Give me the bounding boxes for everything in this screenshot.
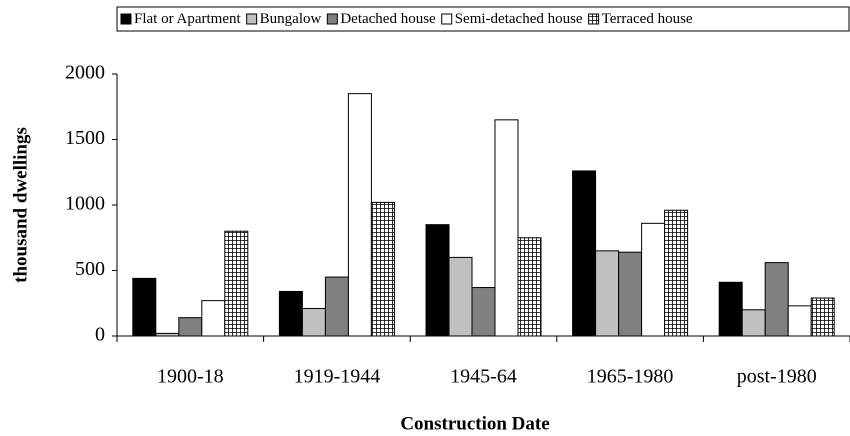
bar bbox=[471, 287, 496, 337]
legend-label: Terraced house bbox=[602, 11, 693, 27]
x-tick-label: post-1980 bbox=[737, 366, 817, 388]
bar bbox=[641, 222, 666, 337]
legend-label: Detached house bbox=[340, 11, 436, 27]
y-axis-title: thousand dwellings bbox=[10, 127, 31, 283]
bar bbox=[618, 251, 643, 337]
legend-swatch bbox=[588, 13, 600, 25]
y-tick-label: 2000 bbox=[65, 62, 105, 84]
bar bbox=[448, 256, 473, 337]
bar bbox=[595, 250, 620, 337]
bar bbox=[155, 332, 180, 337]
bar bbox=[278, 290, 303, 337]
bar bbox=[517, 237, 542, 337]
legend-label: Semi-detached house bbox=[455, 11, 583, 27]
legend-box bbox=[116, 6, 850, 32]
x-tick-label: 1919-1944 bbox=[294, 366, 381, 388]
bar bbox=[787, 305, 812, 337]
legend-swatch bbox=[120, 13, 132, 25]
bar bbox=[741, 309, 766, 337]
bar bbox=[201, 300, 226, 337]
legend-label: Flat or Apartment bbox=[134, 11, 241, 27]
bar bbox=[347, 93, 372, 337]
x-tick-label: 1965-1980 bbox=[587, 366, 674, 388]
legend-swatch bbox=[326, 13, 338, 25]
bar bbox=[370, 201, 395, 337]
y-tick-label: 500 bbox=[75, 258, 105, 280]
bar bbox=[224, 230, 249, 337]
bar bbox=[664, 209, 689, 337]
y-tick-label: 0 bbox=[95, 324, 105, 346]
legend-label: Bungalow bbox=[260, 11, 322, 27]
bar bbox=[494, 119, 519, 337]
bar bbox=[718, 281, 743, 337]
bar bbox=[301, 307, 326, 337]
bar bbox=[810, 297, 835, 337]
bar bbox=[764, 262, 789, 337]
x-tick-label: 1900-18 bbox=[157, 366, 224, 388]
y-tick-label: 1500 bbox=[65, 127, 105, 149]
bar bbox=[132, 277, 157, 337]
x-tick-label: 1945-64 bbox=[450, 366, 517, 388]
bar bbox=[178, 317, 203, 337]
legend-swatch bbox=[441, 13, 453, 25]
bar bbox=[425, 224, 450, 337]
legend-swatch bbox=[246, 13, 258, 25]
bar bbox=[572, 170, 597, 337]
y-tick-label: 1000 bbox=[65, 193, 105, 215]
bar bbox=[324, 276, 349, 337]
x-axis-title: Construction Date bbox=[400, 413, 549, 434]
